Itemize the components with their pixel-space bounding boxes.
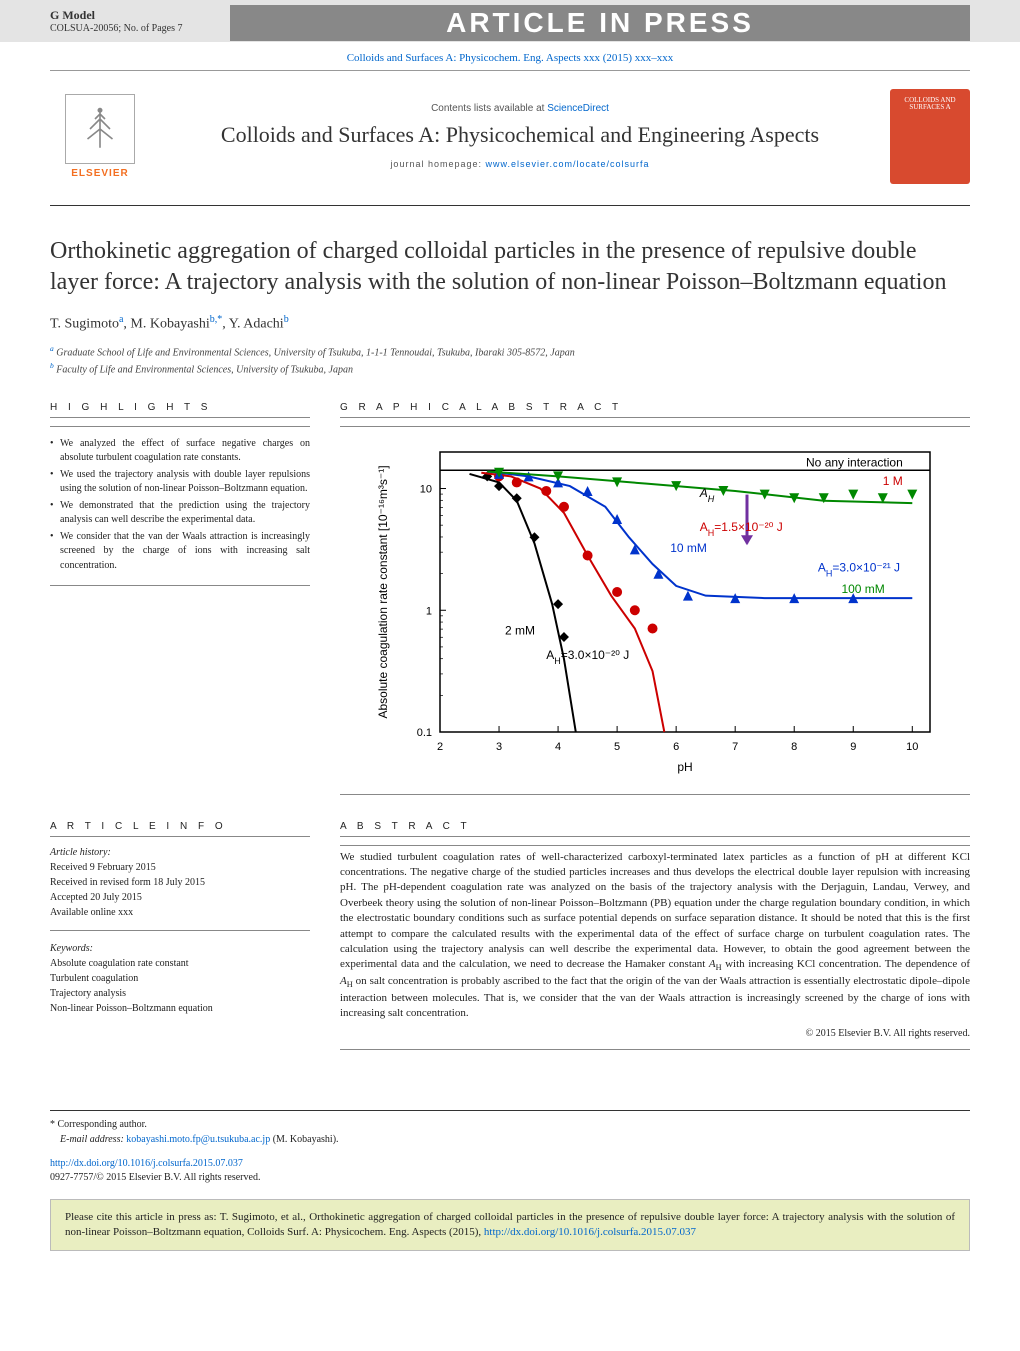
keyword: Absolute coagulation rate constant [50,956,310,971]
svg-text:AH=3.0×10⁻²¹ J: AH=3.0×10⁻²¹ J [818,560,900,578]
graphical-abstract-chart: 2 3 4 5 6 7 8 9 10 0.1 1 10 pH Absolute coagulation r… [340,437,970,795]
aff-a: Graduate School of Life and Environmenta… [54,347,575,358]
author-2-sup: b,* [210,314,223,325]
author-3: , Y. Adachi [222,317,283,332]
graphical-abstract-column: G R A P H I C A L A B S T R A C T 2 3 4 5 6 7… [340,402,970,795]
highlights-heading: H I G H L I G H T S [50,402,310,418]
author-3-sup: b [284,314,289,325]
journal-issue-link[interactable]: Colloids and Surfaces A: Physicochem. En… [50,42,970,71]
homepage-prefix: journal homepage: [390,159,485,169]
article-title: Orthokinetic aggregation of charged coll… [50,236,970,298]
svg-text:pH: pH [677,760,692,774]
svg-text:7: 7 [732,741,738,753]
graphical-abstract-heading: G R A P H I C A L A B S T R A C T [340,402,970,418]
svg-text:9: 9 [850,741,856,753]
doi-block: http://dx.doi.org/10.1016/j.colsurfa.201… [50,1157,970,1185]
running-header: G Model COLSUA-20056; No. of Pages 7 ART… [0,0,1020,42]
history-label: Article history: [50,847,111,858]
journal-header: ELSEVIER Contents lists available at Sci… [50,71,970,206]
authors: T. Sugimotoa, M. Kobayashib,*, Y. Adachi… [50,314,970,333]
highlights-column: H I G H L I G H T S We analyzed the effe… [50,402,310,795]
cover-thumbnail-text: COLLOIDS ANDSURFACES A [904,97,955,112]
svg-text:4: 4 [555,741,561,753]
abstract-text: We studied turbulent coagulation rates o… [340,845,970,1022]
history-line: Available online xxx [50,905,310,920]
info-abstract-row: A R T I C L E I N F O Article history: R… [50,821,970,1050]
journal-cover-thumbnail: COLLOIDS ANDSURFACES A [890,89,970,184]
journal-homepage-line: journal homepage: www.elsevier.com/locat… [170,159,870,169]
elsevier-tree-icon [65,94,135,164]
keyword: Turbulent coagulation [50,971,310,986]
svg-text:6: 6 [673,741,679,753]
svg-text:100 mM: 100 mM [841,582,884,596]
history-line: Accepted 20 July 2015 [50,890,310,905]
highlights-list: We analyzed the effect of surface negati… [50,437,310,587]
elsevier-text: ELSEVIER [71,168,128,179]
email-prefix: E-mail address: [60,1134,126,1145]
abstract-heading: A B S T R A C T [340,821,970,837]
highlight-item: We analyzed the effect of surface negati… [50,437,310,466]
svg-text:0.1: 0.1 [417,727,432,739]
sciencedirect-link[interactable]: ScienceDirect [547,103,609,114]
affiliations: a Graduate School of Life and Environmen… [50,343,970,378]
highlight-item: We consider that the van der Waals attra… [50,530,310,574]
email-suffix: (M. Kobayashi). [270,1134,338,1145]
svg-text:8: 8 [791,741,797,753]
svg-text:Absolute coagulation rate cons: Absolute coagulation rate constant [10⁻¹… [376,465,390,718]
copyright-line: © 2015 Elsevier B.V. All rights reserved… [340,1028,970,1050]
citation-box: Please cite this article in press as: T.… [50,1199,970,1252]
keywords-label: Keywords: [50,941,310,956]
contents-available: Contents lists available at ScienceDirec… [170,103,870,114]
corresponding-author-footer: * Corresponding author. E-mail address: … [50,1110,970,1147]
doi-link[interactable]: http://dx.doi.org/10.1016/j.colsurfa.201… [50,1158,243,1169]
keyword: Non-linear Poisson–Boltzmann equation [50,1001,310,1016]
svg-text:3: 3 [496,741,502,753]
keywords-block: Keywords: Absolute coagulation rate cons… [50,941,310,1016]
svg-text:1 M: 1 M [883,474,903,488]
svg-text:10 mM: 10 mM [670,541,707,555]
journal-title-block: Contents lists available at ScienceDirec… [150,103,890,168]
chart-svg: 2 3 4 5 6 7 8 9 10 0.1 1 10 pH Absolute coagulation r… [340,437,970,777]
abstract-column: A B S T R A C T We studied turbulent coa… [340,821,970,1050]
corresponding-label: * Corresponding author. [50,1117,970,1132]
svg-text:2 mM: 2 mM [505,623,535,637]
article-info-heading: A R T I C L E I N F O [50,821,310,837]
svg-text:AH=3.0×10⁻²⁰ J: AH=3.0×10⁻²⁰ J [546,648,629,666]
homepage-link[interactable]: www.elsevier.com/locate/colsurfa [486,159,650,169]
svg-text:2: 2 [437,741,443,753]
issn-line: 0927-7757/© 2015 Elsevier B.V. All right… [50,1172,260,1183]
history-line: Received 9 February 2015 [50,860,310,875]
svg-text:No any interaction: No any interaction [806,455,903,469]
citation-doi-link[interactable]: http://dx.doi.org/10.1016/j.colsurfa.201… [484,1226,696,1238]
highlight-item: We used the trajectory analysis with dou… [50,468,310,497]
email-link[interactable]: kobayashi.moto.fp@u.tsukuba.ac.jp [126,1134,270,1145]
keyword: Trajectory analysis [50,986,310,1001]
in-press-banner: ARTICLE IN PRESS [230,5,970,41]
contents-prefix: Contents lists available at [431,103,547,114]
svg-text:1: 1 [426,605,432,617]
author-1: T. Sugimoto [50,317,119,332]
elsevier-logo: ELSEVIER [50,81,150,191]
author-2: , M. Kobayashi [123,317,209,332]
journal-title: Colloids and Surfaces A: Physicochemical… [170,122,870,148]
highlight-item: We demonstrated that the prediction usin… [50,499,310,528]
svg-text:5: 5 [614,741,620,753]
highlights-abstract-row: H I G H L I G H T S We analyzed the effe… [50,402,970,795]
history-line: Received in revised form 18 July 2015 [50,875,310,890]
svg-text:10: 10 [420,483,432,495]
article-history: Article history: Received 9 February 201… [50,845,310,931]
aff-b: Faculty of Life and Environmental Scienc… [54,365,353,376]
svg-text:10: 10 [906,741,918,753]
article-info-column: A R T I C L E I N F O Article history: R… [50,821,310,1050]
